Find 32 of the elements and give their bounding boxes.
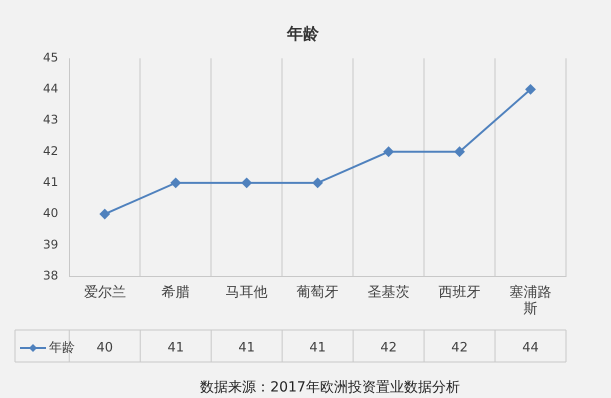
y-tick-label: 41 [42,175,58,190]
legend-label: 年龄 [49,340,75,356]
point [384,146,394,157]
point [242,178,252,188]
source-note: 数据来源：2017年欧洲投资置业数据分析 [200,380,460,396]
y-tick-label: 45 [42,50,58,64]
data-label: 41 [238,340,255,356]
x-tick-label: 马耳他 [226,284,268,300]
y-tick-label: 43 [42,112,58,127]
point [100,209,110,220]
data-label: 41 [167,340,184,356]
data-label: 42 [451,340,468,356]
y-tick-label: 44 [42,81,58,96]
y-tick-label: 40 [42,206,58,220]
data-label: 40 [96,340,114,356]
point [454,146,465,157]
x-tick-label: 爱尔兰 [84,284,126,300]
y-tick-label: 38 [42,268,58,283]
x-tick-label: 葡萄牙 [296,284,339,300]
point [526,84,536,94]
data-label: 44 [522,340,539,356]
y-tick-label: 42 [42,144,58,158]
data-label: 42 [380,340,397,356]
chart-title: 年龄 [286,24,320,43]
point [312,178,323,188]
data-label: 41 [309,340,326,356]
y-tick-label: 39 [42,237,58,252]
x-tick-label: 西班牙 [438,284,481,300]
x-tick-label: 圣基茨 [368,284,410,300]
point [170,178,181,188]
x-tick-label: 塞浦路斯 [510,284,552,318]
x-tick-label: 希腊 [162,284,190,300]
